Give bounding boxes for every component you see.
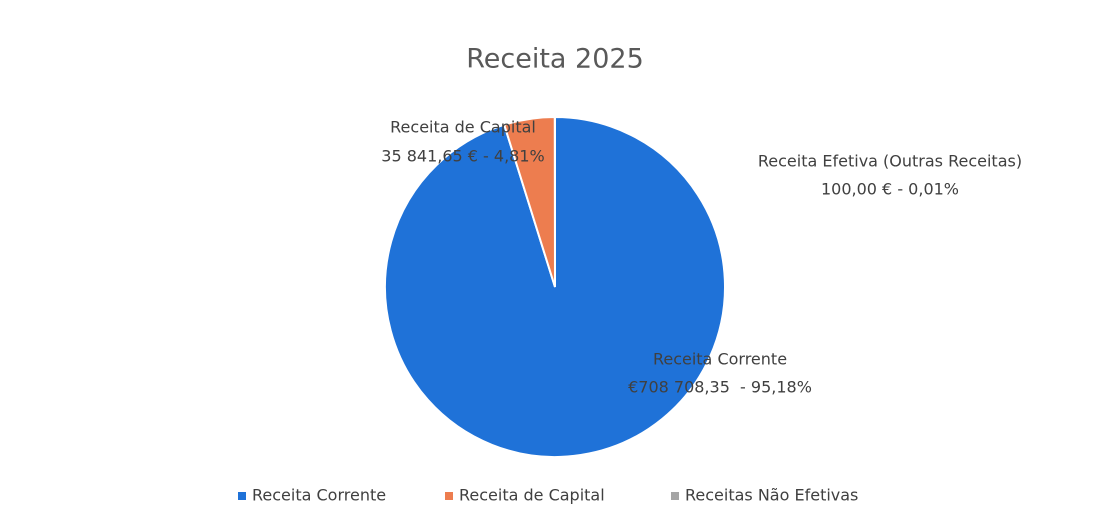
legend-marker (445, 492, 453, 500)
legend-label: Receitas Não Efetivas (685, 486, 858, 505)
legend-marker (238, 492, 246, 500)
data-label-name: Receita Efetiva (Outras Receitas) (758, 152, 1022, 171)
data-label: 35 841,65 € - 4,81% (381, 147, 544, 166)
chart-title: Receita 2025 (466, 44, 644, 75)
legend-marker (671, 492, 679, 500)
legend-label: Receita Corrente (252, 486, 386, 505)
data-label-name: Receita Corrente (653, 350, 787, 369)
legend-label: Receita de Capital (459, 486, 605, 505)
data-label: 100,00 € - 0,01% (821, 180, 959, 199)
data-label: €708 708,35 - 95,18% (628, 378, 812, 397)
data-label-name: Receita de Capital (390, 118, 536, 137)
